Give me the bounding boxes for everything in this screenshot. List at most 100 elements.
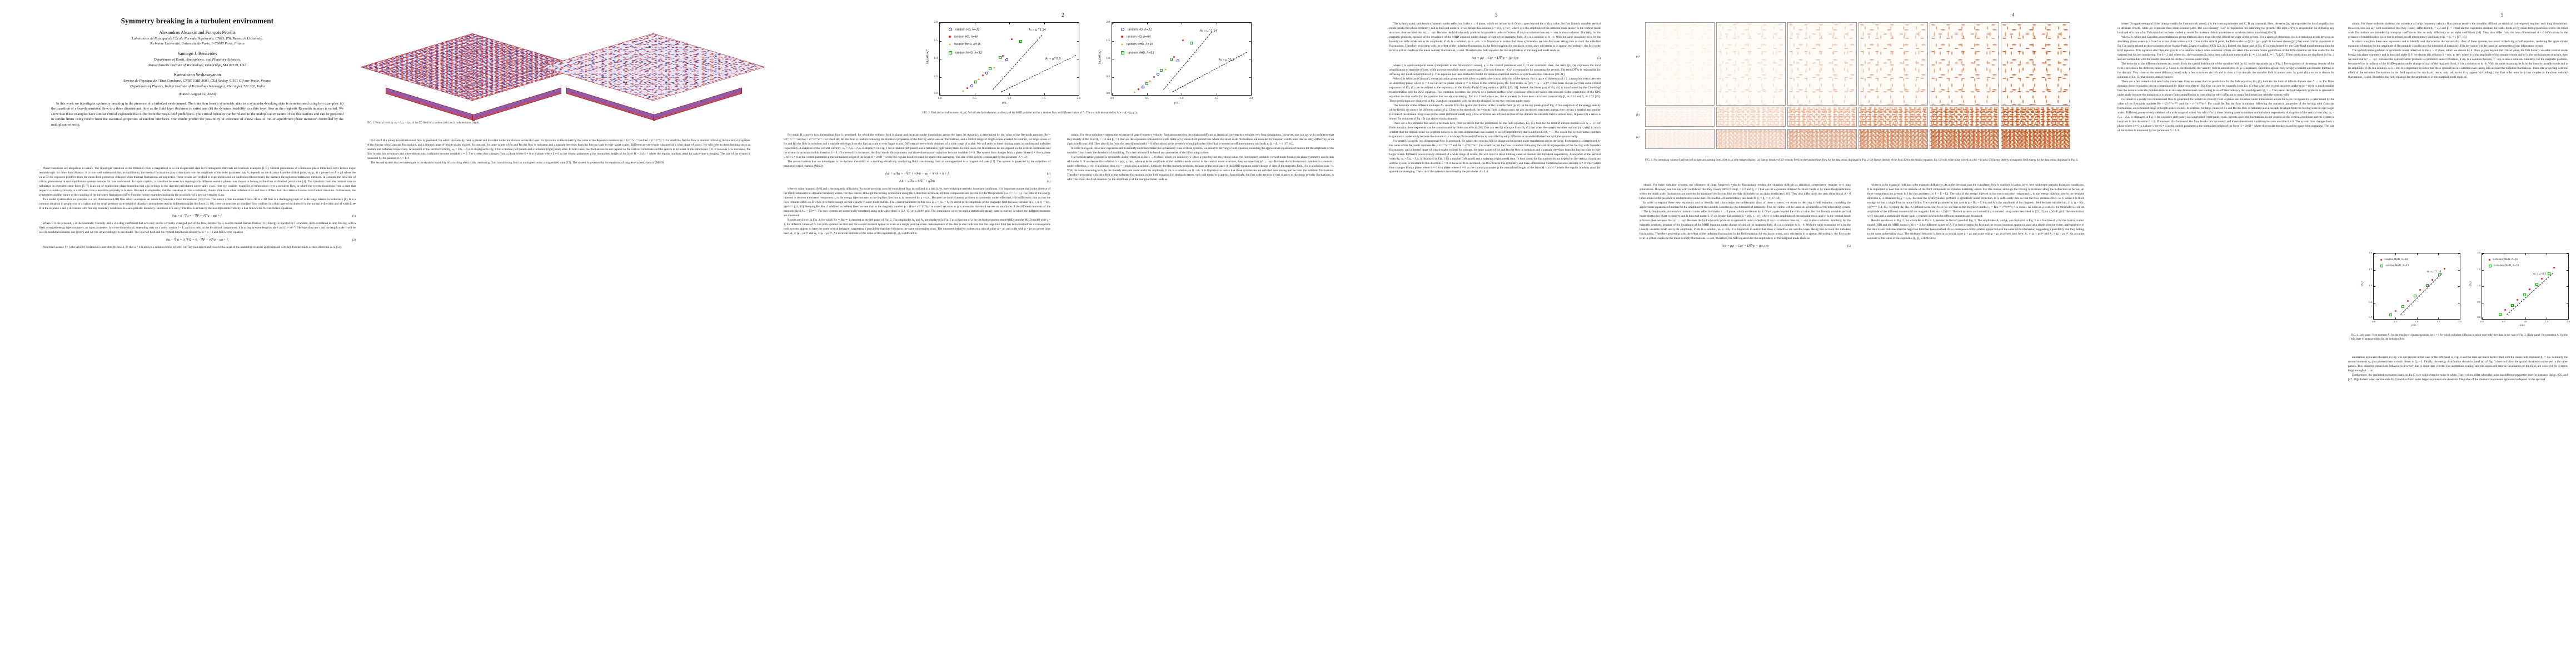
equation-tag: (5) [1847, 244, 1851, 248]
magnetic-energy-field [1930, 130, 1999, 148]
figure-3-cell-a2 [1787, 22, 1857, 106]
figure-2-caption: FIG. 2. First and second moments A₁, A₂ … [923, 111, 1267, 115]
page-number-2: 2 [1062, 12, 1064, 18]
page-5: 5 where ζ is spatio-temporal noise (inte… [2112, 0, 2573, 667]
vorticity-field [1646, 23, 1714, 105]
fig4-left-ytick-1: 0.5 [2369, 300, 2372, 303]
affiliation-1a: Laboratoire de Physique de l’École Norma… [132, 36, 263, 41]
paragraph: where ζ is spatio-temporal noise (interp… [1389, 63, 1601, 76]
figure-1-caption-text: FIG. 1. Vertical vorticity ωᵩ = ∂ᵥuₓ − ∂… [367, 122, 480, 125]
equation-3: ∂ₜu + u·∇u = −∇P + ν∇²u − αu + ∇×b × b +… [784, 172, 1050, 177]
fig4-left-legend-item-1: random MHD, Λ=32 [2380, 264, 2409, 267]
fig4-left-ytick-0: 0.0 [2369, 316, 2372, 318]
fig2-right-ytick-1: 0.5 [1106, 74, 1110, 78]
legend-marker-open-square [2380, 264, 2383, 267]
legend-label: turbulent MHD, Λ=16 [2493, 258, 2518, 261]
paragraph: There are a few remarks that need to be … [1389, 121, 1601, 138]
vorticity-field [2001, 23, 2070, 105]
magnetic-energy-field [2001, 130, 2070, 148]
fig4-left-plot: random MHD, Λ=16 random MHD, Λ=32 A₁ ∝ μ… [2361, 251, 2462, 327]
page-title: Symmetry breaking in a turbulent environ… [121, 17, 274, 25]
paragraph: In order to explain these new exponents … [1640, 201, 1851, 209]
figure-3-row-label-b: (b) [1636, 114, 1640, 117]
fig4-left-xtick-3: 1.5 [2437, 320, 2440, 323]
fig4-left-xtick-1: 0.5 [2393, 320, 2397, 323]
fig2-left-legend-item-2: random MHD, Λ=16 [949, 43, 981, 46]
fig4-right-ytick-1: 0.5 [2477, 300, 2480, 303]
legend-marker-open-circle [1121, 28, 1124, 31]
figure-3-cell-c4 [1930, 129, 1999, 149]
page2-col1: For small H a purely two dimensional flo… [784, 133, 1050, 236]
fig2-right-ytick-0: 0.0 [1106, 92, 1110, 95]
paragraph: where ζ is spatio-temporal noise (interp… [2117, 22, 2334, 34]
fig4-left-ytick-2: 1.0 [2369, 284, 2372, 287]
fig2-right-annotation-1: A₂ ∝ μ^0.5 [1219, 58, 1234, 62]
fig2-left-xtick-2: 1.0 [1007, 97, 1012, 100]
page-1: Symmetry breaking in a turbulent environ… [33, 0, 765, 667]
fig2-right-plot: random HD, Λ=32 random HD, Λ=64 random M… [1098, 21, 1253, 104]
powerlaw-guide [2400, 273, 2442, 315]
paragraph: Results are shown in Fig. 2, for which R… [1867, 218, 2084, 240]
figure-3-cell-a1 [1716, 22, 1786, 106]
equation-4: ∂ₜb + u·∇b = b·∇u + η∇²b (4) [784, 180, 1050, 185]
equation-1: ∂ₜu + u · ∇u = −∇P + ν∇²u − αu + f, (1) [39, 214, 356, 219]
figure-3-cell-c1 [1716, 129, 1786, 149]
figure-1-caption: FIG. 1. Vertical vorticity ωᵩ = ∂ᵥuₓ − ∂… [367, 121, 750, 125]
vorticity-field [1930, 23, 1999, 105]
fig2-left-legend-item-0: random HD, Λ=32 [949, 28, 979, 32]
legend-marker-open-square [949, 51, 952, 54]
legend-label: random MHD, Λ=32 [1127, 52, 1154, 55]
page-2: 2 [778, 0, 1362, 667]
fig4-right-ytick-0: 0.0 [2477, 316, 2480, 318]
abstract: In this work we investigate symmetry bre… [51, 101, 343, 127]
fig4-right-legend-item-1: turbulent MHD, Λ=32 [2489, 264, 2519, 267]
paragraph: Furthermore, the predicted exponents bas… [2348, 373, 2568, 381]
title-block: Symmetry breaking in a turbulent environ… [39, 17, 356, 128]
legend-marker-open-square [2489, 264, 2492, 267]
fig2-right-legend-item-2: random MHD, Λ=16 [1121, 43, 1153, 46]
fig4-right-xtick-2: 1.0 [2523, 320, 2527, 323]
equation-5: ∂ₜψ = μψ − Cψ³ + D∇²ψ + ζ(x, t)ψ (5) [1389, 56, 1601, 61]
paragraph: The hydrodynamic problem is symmetric un… [1640, 210, 1851, 240]
figure-4-caption-text: FIG. 4. Left panel: First moment A₁ for … [2351, 334, 2568, 341]
figure-3-cell-c0 [1645, 129, 1715, 149]
equation-body: ∂ₜu + u · ∇u = −∇P + ν∇²u − αu + f, [172, 214, 223, 218]
fig4-right-ylabel: ⟨A₁⟩ [2469, 281, 2473, 286]
paragraph: When ζ is white and Gaussian, renormaliz… [1389, 77, 1601, 103]
affiliation-1b: Sorbonne Université, Université de Paris… [150, 42, 245, 46]
magnetic-energy-field [1859, 130, 1927, 148]
fig4-right-ytick-3: 1.5 [2477, 267, 2480, 271]
page1-col2-body: For small H a purely two dimensional flo… [367, 139, 750, 166]
legend-label: random MHD, Λ=16 [1126, 43, 1153, 46]
fig2-right-annotation-0: A₂ ∝ μ^1.14 [1200, 29, 1217, 33]
paragraph: The second system that we investigate is… [784, 160, 1050, 168]
equation-5-repeat: ∂ₜψ = μψ − Cψ³ + D∇²ψ + ζ(x, t)ψ (5) [1640, 244, 1851, 249]
paragraph: Two model systems that we consider is a … [39, 197, 356, 210]
paragraph: The hydrodynamic problem is symmetric un… [1389, 22, 1601, 52]
fig2-left-ytick-4: 2.0 [934, 21, 938, 24]
figure-4-caption: FIG. 4. Left panel: First moment A₁ for … [2351, 334, 2568, 341]
author-group-1: Alexandros Alexakis and François Pétréli… [159, 29, 236, 35]
equation-tag: (1) [352, 214, 356, 218]
figure-3-cell-a0 [1645, 22, 1715, 106]
fig2-right-xtick-4: 2.0 [1249, 97, 1253, 100]
fig4-right-annotation-0: A₁ ∝ μ^0.5 [2533, 272, 2547, 275]
vorticity-field [1717, 23, 1785, 105]
figure-3-row-label-c: (c) [1636, 136, 1640, 139]
fig2-left-annotation-1: A₁ ∝ μ^0.5 [1045, 57, 1061, 61]
fig4-right-ytick-2: 1.0 [2477, 284, 2480, 287]
equation-tag: (4) [1047, 180, 1050, 183]
legend-marker-open-circle [949, 28, 952, 31]
fig4-left-xtick-4: 2.0 [2458, 320, 2462, 323]
vorticity-field [1788, 23, 1856, 105]
fig4-left-xtick-0: 0.0 [2372, 320, 2375, 323]
equation-2: ∂ₜu + ∇·u = 0, ∇·B = 0, −∇P + ν∇²u − αu … [39, 238, 356, 243]
fig2-right-ytick-2: 1.0 [1106, 57, 1110, 60]
figure-2-caption-text: FIG. 2. First and second moments A₁, A₂ … [923, 112, 1137, 115]
paragraph: anomalous exponent observed in Fig. 2 is… [2348, 356, 2568, 372]
page5-col1: where ζ is spatio-temporal noise (interp… [2117, 22, 2334, 133]
equation-tag: (5) [1597, 56, 1601, 60]
fig2-right-legend-item-1: random HD, Λ=64 [1121, 36, 1150, 39]
figure-2: random HD, Λ=32 random HD, Λ=64 random M… [917, 21, 1262, 106]
fig4-left-xlabel: μ/μᴄ [2411, 324, 2416, 327]
